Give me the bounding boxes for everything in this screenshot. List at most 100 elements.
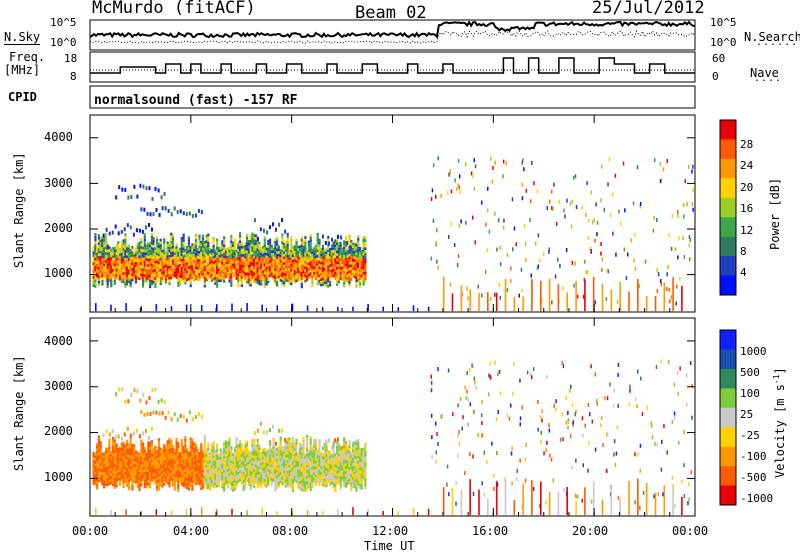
velocity-echo-cell bbox=[329, 450, 332, 454]
power-echo-cell bbox=[537, 233, 540, 238]
velocity-echo-cell bbox=[154, 467, 157, 471]
power-echo-cell bbox=[224, 250, 228, 254]
power-echo-cell bbox=[676, 284, 678, 289]
power-echo-cell bbox=[150, 255, 153, 258]
velocity-echo-cell bbox=[311, 482, 314, 486]
velocity-echo-cell bbox=[321, 480, 325, 484]
velocity-echo-cell bbox=[99, 449, 102, 453]
power-echo-cell bbox=[219, 274, 222, 277]
velocity-echo-cell bbox=[154, 448, 157, 452]
power-echo-cell bbox=[194, 252, 198, 256]
power-echo-cell bbox=[276, 253, 279, 257]
power-echo-cell bbox=[117, 249, 120, 253]
velocity-echo-cell bbox=[253, 449, 256, 453]
power-echo-cell bbox=[299, 273, 302, 276]
velocity-echo-cell bbox=[115, 457, 118, 460]
velocity-echo-cell bbox=[186, 483, 189, 487]
power-echo-cell bbox=[175, 246, 178, 249]
velocity-echo-cell bbox=[96, 478, 99, 482]
velocity-echo-cell bbox=[92, 476, 95, 480]
velocity-echo-cell bbox=[124, 461, 127, 464]
velocity-echo-cell bbox=[223, 464, 226, 467]
velocity-echo-cell bbox=[346, 479, 349, 483]
power-echo-cell bbox=[115, 268, 118, 272]
power-echo-cell bbox=[239, 270, 242, 274]
velocity-echo-cell bbox=[216, 462, 219, 466]
velocity-echo-cell bbox=[272, 457, 275, 460]
velocity-echo-cell bbox=[237, 463, 240, 467]
velocity-echo-cell bbox=[108, 449, 111, 453]
power-echo-cell bbox=[99, 242, 102, 246]
velocity-echo-cell bbox=[302, 483, 305, 487]
power-echo-cell bbox=[675, 301, 677, 306]
velocity-echo-cell bbox=[235, 456, 238, 460]
power-echo-cell bbox=[110, 251, 113, 255]
power-echo-cell bbox=[237, 249, 240, 252]
power-echo-cell bbox=[367, 303, 369, 311]
power-echo-cell bbox=[212, 269, 215, 273]
power-echo-cell bbox=[159, 271, 162, 275]
power-echo-cell bbox=[254, 269, 258, 273]
power-echo-cell bbox=[297, 259, 300, 262]
power-echo-cell bbox=[196, 261, 199, 265]
velocity-echo-cell bbox=[295, 449, 298, 453]
power-echo-cell bbox=[136, 248, 139, 252]
power-echo-cell bbox=[129, 279, 132, 282]
velocity-echo-cell bbox=[154, 481, 157, 485]
power-echo-cell bbox=[194, 266, 198, 270]
power-echo-cell bbox=[239, 278, 242, 282]
power-echo-cell bbox=[307, 262, 310, 266]
power-echo-cell bbox=[350, 258, 353, 262]
velocity-echo-cell bbox=[212, 449, 215, 453]
power-echo-cell bbox=[94, 279, 97, 283]
velocity-echo-cell bbox=[157, 465, 160, 469]
power-echo-cell bbox=[240, 284, 243, 287]
velocity-echo-cell bbox=[247, 475, 250, 478]
power-echo-cell bbox=[124, 249, 127, 253]
power-echo-cell bbox=[219, 271, 222, 274]
power-echo-cell bbox=[136, 262, 139, 266]
power-echo-cell bbox=[263, 252, 266, 256]
velocity-echo-cell bbox=[180, 466, 183, 470]
velocity-echo-cell bbox=[124, 458, 127, 462]
velocity-echo-cell bbox=[251, 476, 254, 480]
power-echo-cell bbox=[346, 274, 349, 278]
velocity-echo-cell bbox=[140, 480, 143, 484]
power-echo-cell bbox=[187, 269, 190, 272]
power-echo-cell bbox=[138, 260, 141, 264]
velocity-echo-cell bbox=[92, 457, 95, 461]
power-echo-cell bbox=[351, 242, 355, 246]
velocity-echo-cell bbox=[175, 459, 178, 463]
velocity-echo-cell bbox=[321, 469, 325, 473]
power-echo-cell bbox=[124, 236, 127, 239]
velocity-echo-cell bbox=[300, 485, 303, 489]
power-echo-cell bbox=[180, 261, 183, 265]
power-echo-cell bbox=[149, 266, 152, 270]
velocity-echo-cell bbox=[341, 457, 344, 460]
power-echo-cell bbox=[551, 300, 553, 305]
velocity-echo-cell bbox=[156, 485, 159, 489]
power-echo-cell bbox=[143, 260, 146, 264]
velocity-echo-cell bbox=[272, 470, 275, 474]
velocity-echo-cell bbox=[274, 469, 277, 472]
velocity-echo-cell bbox=[288, 464, 291, 468]
power-echo-cell bbox=[654, 158, 656, 163]
velocity-echo-cell bbox=[168, 468, 171, 471]
power-echo-cell bbox=[180, 269, 183, 273]
velocity-echo-cell bbox=[126, 470, 129, 474]
velocity-echo-cell bbox=[156, 483, 159, 486]
velocity-echo-cell bbox=[209, 468, 212, 472]
power-echo-cell bbox=[584, 259, 586, 264]
velocity-echo-cell bbox=[249, 484, 252, 488]
velocity-echo-cell bbox=[346, 455, 349, 458]
power-echo-cell bbox=[106, 279, 109, 283]
velocity-echo-cell bbox=[323, 478, 326, 482]
power-echo-cell bbox=[97, 247, 100, 251]
velocity-echo-cell bbox=[332, 480, 335, 483]
velocity-echo-cell bbox=[299, 443, 302, 446]
power-echo-cell bbox=[299, 248, 302, 252]
power-echo-cell bbox=[251, 249, 254, 252]
power-echo-cell bbox=[272, 256, 275, 259]
velocity-echo-cell bbox=[159, 458, 162, 462]
velocity-echo-cell bbox=[286, 443, 289, 447]
